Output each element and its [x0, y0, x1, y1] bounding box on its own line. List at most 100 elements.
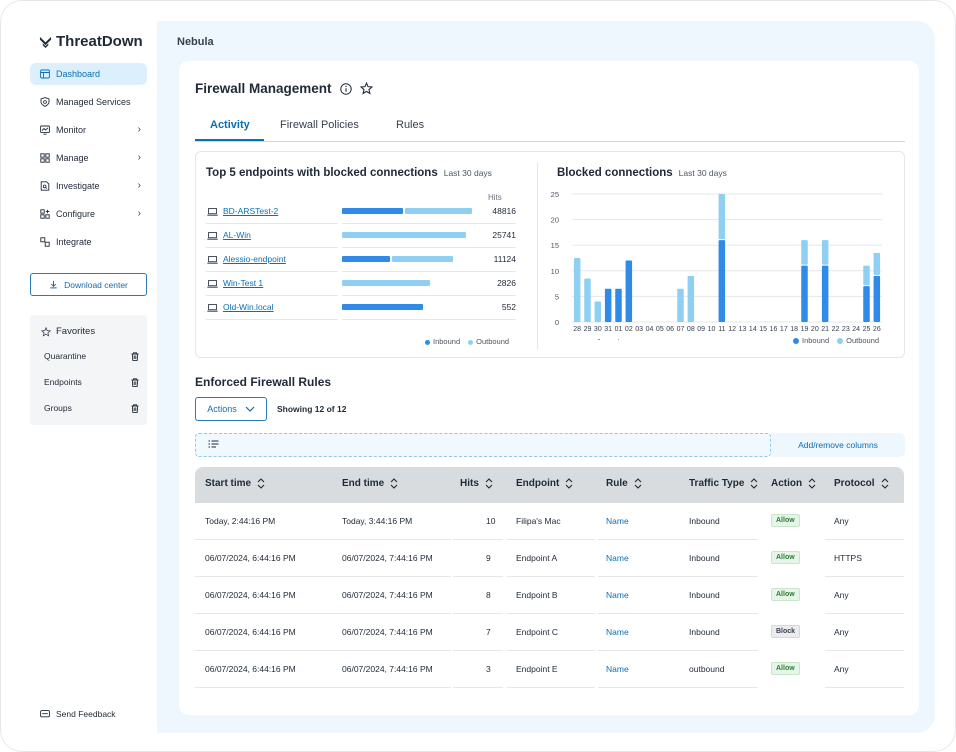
- sort-icon[interactable]: [390, 478, 398, 489]
- x-tick-label: 06: [666, 326, 674, 333]
- endpoint-hits: 552: [501, 302, 516, 312]
- favorite-item-groups[interactable]: Groups: [44, 403, 139, 413]
- actions-dropdown[interactable]: Actions: [195, 397, 267, 421]
- row-divider: [825, 650, 904, 651]
- x-tick-label: 22: [832, 326, 840, 333]
- download-icon: [50, 280, 57, 289]
- tab-rules[interactable]: Rules: [396, 119, 425, 131]
- cell-end: 06/07/2024, 7:44:16 PM: [342, 664, 433, 674]
- cell-end: 06/07/2024, 7:44:16 PM: [342, 590, 433, 600]
- row-divider: [206, 247, 338, 248]
- tab-activity[interactable]: Activity: [210, 119, 250, 131]
- download-center-label: Download center: [64, 279, 128, 290]
- endpoint-hits: 2826: [497, 278, 516, 288]
- rules-section-title: Enforced Firewall Rules: [195, 375, 332, 389]
- sort-icon[interactable]: [634, 478, 642, 489]
- x-tick-label: 15: [759, 326, 767, 333]
- inbound-bar: [801, 265, 808, 322]
- table-row[interactable]: Today, 2:44:16 PM Today, 3:44:16 PM 10 Fili…: [195, 503, 904, 540]
- brand-logo[interactable]: ThreatDown: [39, 33, 143, 50]
- sort-icon[interactable]: [565, 478, 573, 489]
- trash-icon[interactable]: [131, 351, 139, 361]
- sidebar-item-label: Monitor: [56, 125, 87, 135]
- endpoint-link[interactable]: Old-Win.local: [223, 302, 274, 312]
- download-center-button[interactable]: Download center: [30, 273, 147, 296]
- column-header-start-time[interactable]: Start time: [205, 478, 265, 489]
- x-tick-label: 14: [749, 326, 757, 333]
- laptop-icon: [207, 208, 218, 216]
- table-row[interactable]: 06/07/2024, 6:44:16 PM 06/07/2024, 7:44:1…: [195, 540, 904, 577]
- cell-protocol: Any: [834, 664, 849, 674]
- monitor-icon: [40, 125, 50, 135]
- sidebar-item-managed-services[interactable]: Managed Services: [30, 91, 147, 113]
- add-remove-columns-button[interactable]: Add/remove columns: [771, 433, 905, 457]
- row-divider: [825, 687, 904, 688]
- endpoint-hits: 11124: [493, 254, 516, 264]
- sort-icon[interactable]: [750, 478, 758, 489]
- cell-rule[interactable]: Name: [606, 553, 629, 563]
- x-tick-label: 31: [604, 326, 612, 333]
- endpoint-link[interactable]: BD-ARSTest-2: [223, 206, 279, 216]
- row-divider: [195, 613, 451, 614]
- sidebar-item-investigate[interactable]: Investigate ›: [30, 175, 147, 197]
- row-divider: [342, 271, 516, 272]
- sort-icon[interactable]: [257, 478, 265, 489]
- chevron-right-icon: ›: [137, 208, 141, 219]
- endpoint-link[interactable]: Alessio-endpoint: [223, 254, 286, 264]
- y-tick-label: 10: [551, 267, 559, 276]
- endpoint-link[interactable]: AL-Win: [223, 230, 251, 240]
- x-tick-label: 02: [625, 326, 633, 333]
- filter-bar[interactable]: [195, 433, 771, 457]
- sidebar-item-configure[interactable]: Configure ›: [30, 203, 147, 225]
- top-endpoints-legend: Inbound Outbound: [425, 337, 509, 346]
- top-endpoints-subtitle: Last 30 days: [443, 168, 492, 178]
- laptop-icon: [207, 232, 218, 240]
- breadcrumb[interactable]: Nebula: [177, 36, 214, 48]
- y-tick-label: 0: [555, 318, 559, 327]
- threatdown-logo-icon: [39, 36, 52, 48]
- sort-icon[interactable]: [808, 478, 816, 489]
- column-header-endpoint[interactable]: Endpoint: [516, 478, 573, 489]
- trash-icon[interactable]: [131, 403, 139, 413]
- sidebar-item-manage[interactable]: Manage ›: [30, 147, 147, 169]
- table-row[interactable]: 06/07/2024, 6:44:16 PM 06/07/2024, 7:44:1…: [195, 577, 904, 614]
- send-feedback-link[interactable]: Send Feedback: [40, 709, 116, 719]
- sort-icon[interactable]: [485, 478, 493, 489]
- sidebar-item-dashboard[interactable]: Dashboard: [30, 63, 147, 85]
- list-filter-icon[interactable]: [208, 440, 219, 450]
- cell-rule[interactable]: Name: [606, 627, 629, 637]
- column-header-rule[interactable]: Rule: [606, 478, 642, 489]
- table-row[interactable]: 06/07/2024, 6:44:16 PM 06/07/2024, 7:44:1…: [195, 651, 904, 688]
- row-divider: [598, 650, 758, 651]
- column-header-traffic-type[interactable]: Traffic Type: [689, 478, 758, 489]
- sidebar-item-integrate[interactable]: Integrate: [30, 231, 147, 253]
- column-header-action[interactable]: Action: [771, 478, 816, 489]
- column-header-end-time[interactable]: End time: [342, 478, 398, 489]
- legend-inbound: Inbound: [425, 337, 460, 346]
- favorite-item-quarantine[interactable]: Quarantine: [44, 351, 139, 361]
- sort-icon[interactable]: [881, 478, 889, 489]
- favorite-star-icon[interactable]: [359, 82, 373, 95]
- table-row[interactable]: 06/07/2024, 6:44:16 PM 06/07/2024, 7:44:1…: [195, 614, 904, 651]
- info-icon[interactable]: [339, 82, 352, 95]
- cell-hits: 3: [486, 664, 491, 674]
- favorite-item-endpoints[interactable]: Endpoints: [44, 377, 139, 387]
- outbound-bar: [405, 208, 472, 214]
- column-header-hits[interactable]: Hits: [460, 478, 493, 489]
- sidebar-item-monitor[interactable]: Monitor ›: [30, 119, 147, 141]
- x-tick-label: 16: [770, 326, 778, 333]
- tab-firewall-policies[interactable]: Firewall Policies: [280, 119, 359, 131]
- trash-icon[interactable]: [131, 377, 139, 387]
- column-header-protocol[interactable]: Protocol: [834, 478, 889, 489]
- inbound-bar: [604, 288, 612, 322]
- x-tick-label: 07: [677, 326, 685, 333]
- cell-endpoint: Endpoint E: [516, 664, 558, 674]
- endpoint-link[interactable]: Win-Test 1: [223, 278, 264, 288]
- cell-rule[interactable]: Name: [606, 516, 629, 526]
- cell-rule[interactable]: Name: [606, 664, 629, 674]
- favorites-panel: Favorites Quarantine Endpoints Groups: [30, 315, 147, 425]
- cell-rule[interactable]: Name: [606, 590, 629, 600]
- widget-divider: [537, 162, 538, 350]
- x-tick-label: 18: [790, 326, 798, 333]
- cell-endpoint: Endpoint C: [516, 627, 559, 637]
